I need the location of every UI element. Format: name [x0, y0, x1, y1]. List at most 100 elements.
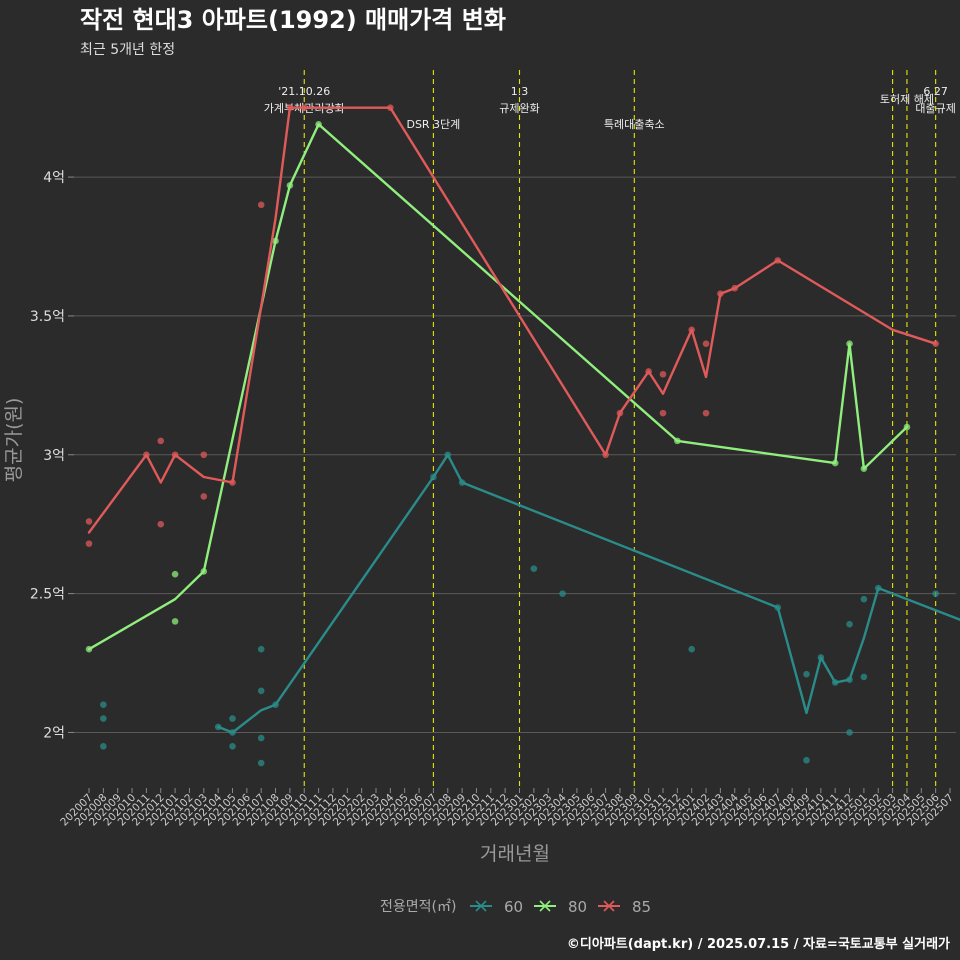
data-point-60: [458, 479, 466, 486]
data-point-80: [831, 459, 839, 467]
data-point-85: [387, 104, 394, 111]
data-point-85: [200, 451, 208, 459]
data-point-85: [932, 340, 939, 347]
data-point-85: [286, 104, 294, 111]
data-point-60: [803, 756, 810, 764]
chart-subtitle: 최근 5개년 한정: [80, 42, 175, 58]
data-point-60: [559, 590, 566, 597]
data-point-60: [688, 645, 695, 653]
data-point-85: [229, 479, 236, 486]
event-label: 규제완화: [499, 102, 539, 115]
data-point-80: [171, 570, 179, 578]
y-tick-label: 2억: [43, 725, 65, 741]
data-point-60: [100, 743, 107, 750]
data-point-85: [659, 370, 667, 378]
event-label: 6.27: [923, 85, 948, 98]
event-label: DSR 3단계: [406, 118, 460, 131]
data-point-85: [157, 520, 165, 528]
data-point-60: [229, 715, 236, 722]
legend-label: 85: [632, 898, 651, 916]
y-tick-label: 3.5억: [30, 309, 65, 325]
data-point-60: [860, 595, 868, 603]
data-point-85: [257, 201, 265, 209]
legend-swatch-cross: [475, 900, 487, 912]
data-point-60: [774, 604, 782, 611]
data-point-60: [214, 723, 222, 731]
data-point-60: [272, 701, 279, 708]
event-layer: '21.10.26가계부채관리강화DSR 3단계1.3규제완화특례대출축소토허제…: [264, 70, 956, 788]
data-point-80: [315, 121, 322, 128]
y-tick-label: 2.5억: [30, 587, 65, 603]
data-point-60: [831, 679, 839, 686]
data-point-85: [688, 326, 695, 334]
data-point-60: [860, 673, 868, 681]
axis-layer: 2억2.5억3억3.5억4억20200720200820200920201020…: [30, 170, 956, 828]
data-point-80: [85, 645, 93, 653]
data-point-60: [229, 743, 236, 750]
data-point-80: [272, 237, 279, 245]
data-point-85: [602, 451, 609, 459]
data-point-60: [932, 590, 939, 597]
data-point-80: [674, 437, 681, 445]
data-point-80: [171, 618, 179, 625]
x-axis-label: 거래년월: [480, 843, 550, 865]
legend: 전용면적(㎡) 60 80 85: [380, 898, 651, 916]
legend-item-60: 60: [470, 898, 523, 916]
data-point-80: [903, 423, 911, 431]
data-point-60: [817, 654, 825, 661]
data-point-85: [200, 493, 208, 500]
data-point-80: [286, 182, 294, 189]
chart-title: 작전 현대3 아파트(1992) 매매가격 변화: [80, 6, 506, 34]
data-point-85: [85, 540, 93, 547]
data-point-85: [659, 409, 667, 417]
data-point-85: [300, 104, 308, 111]
data-point-85: [731, 284, 739, 292]
data-point-60: [257, 759, 265, 767]
data-point-85: [143, 451, 150, 459]
series-line-80: [87, 123, 909, 651]
series-layer: [85, 104, 960, 767]
data-point-85: [645, 368, 652, 375]
data-point-60: [444, 451, 452, 459]
data-point-85: [717, 290, 724, 298]
data-point-60: [257, 687, 265, 695]
data-point-60: [430, 473, 437, 481]
data-point-85: [702, 409, 710, 417]
chart-caption: ©디아파트(dapt.kr) / 2025.07.15 / 자료=국토교통부 실…: [567, 936, 950, 952]
legend-item-85: 85: [598, 898, 651, 916]
legend-swatch-cross: [539, 900, 551, 912]
legend-title: 전용면적(㎡): [380, 899, 456, 915]
data-point-60: [846, 620, 853, 628]
data-point-60: [874, 584, 882, 592]
data-point-60: [100, 715, 107, 722]
y-tick-label: 4억: [43, 170, 65, 186]
data-point-60: [846, 676, 853, 683]
event-label: 대출규제: [915, 102, 955, 115]
legend-item-80: 80: [534, 898, 587, 916]
data-point-80: [846, 340, 853, 347]
data-point-60: [257, 734, 265, 742]
data-point-60: [530, 565, 538, 572]
event-label: '21.10.26: [278, 85, 330, 98]
y-axis-label: 평균가(원): [3, 398, 25, 483]
grid-layer: [74, 176, 956, 733]
data-point-85: [157, 437, 165, 445]
data-point-60: [100, 701, 107, 708]
data-point-85: [616, 409, 624, 417]
event-label: 토허제 해제: [880, 92, 934, 106]
series-line-85: [87, 106, 937, 534]
event-label: 특례대출축소: [604, 118, 665, 131]
data-point-85: [774, 257, 782, 264]
data-point-80: [860, 465, 868, 472]
data-point-60: [257, 645, 265, 653]
data-point-85: [171, 451, 179, 459]
data-point-60: [229, 729, 236, 736]
legend-label: 80: [568, 898, 587, 916]
data-point-85: [702, 340, 710, 347]
data-point-85: [85, 518, 93, 525]
event-label: 1.3: [511, 85, 529, 98]
data-point-60: [846, 729, 853, 736]
y-tick-label: 3억: [43, 448, 65, 464]
